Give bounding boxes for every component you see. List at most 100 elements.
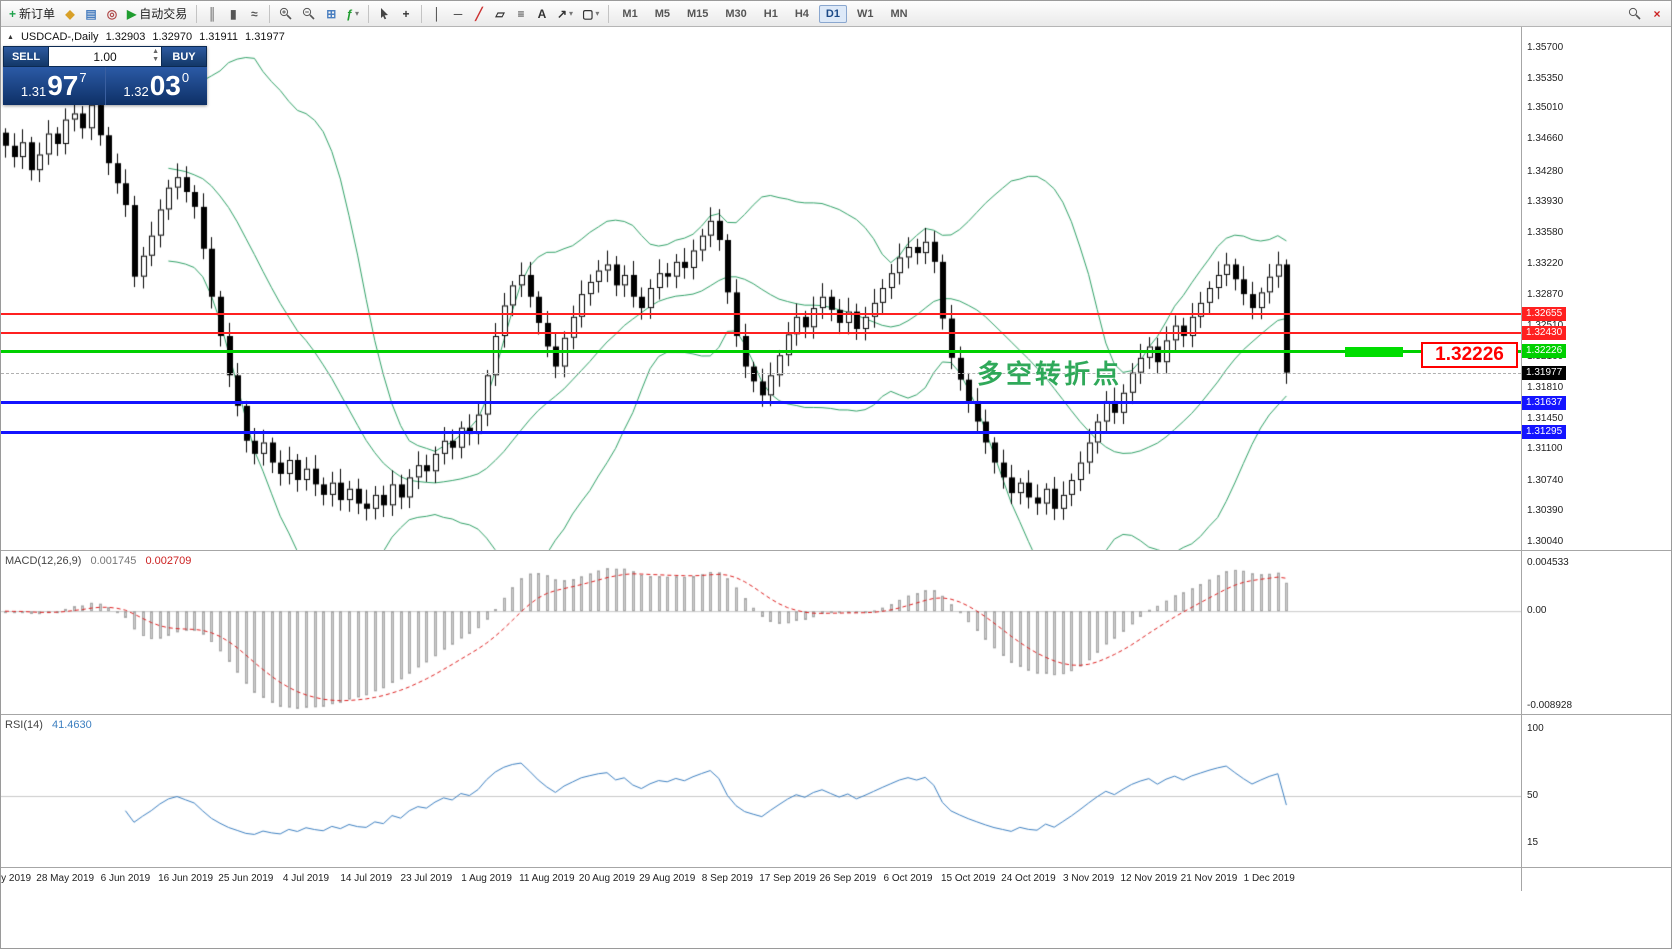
sell-price-big: 97	[47, 70, 79, 101]
timeframe-w1-button[interactable]: W1	[850, 5, 881, 23]
ohlc-close-value: 1.31977	[245, 31, 285, 43]
line-chart-icon: ≈	[250, 6, 258, 21]
timeframe-mn-button[interactable]: MN	[883, 5, 914, 23]
macd-indicator-label: MACD(12,26,9) 0.001745 0.002709	[5, 555, 191, 567]
zoom-out-icon	[303, 7, 315, 20]
highlight-segment-object[interactable]	[1345, 347, 1403, 357]
line-chart-type-button[interactable]: ≈	[244, 4, 264, 24]
timeframe-m15-button-label: M15	[686, 7, 709, 20]
vertical-line-tool-button[interactable]: │	[427, 4, 447, 24]
shapes-icon: ▢	[582, 6, 594, 21]
horizontal-line-tool-button[interactable]: ─	[448, 4, 468, 24]
buy-price-prefix: 1.32	[123, 84, 149, 99]
rsi-value: 41.4630	[51, 719, 92, 731]
zoom-out-button[interactable]	[298, 4, 320, 24]
chart-profile-button[interactable]: ◆	[60, 4, 80, 24]
volume-spinner[interactable]: ▲ ▼	[152, 48, 159, 64]
ohlc-open-value: 1.32903	[105, 31, 146, 43]
spinner-up-icon[interactable]: ▲	[152, 48, 159, 55]
fibonacci-tool-button[interactable]: ≡	[511, 4, 531, 24]
rsi-indicator-label: RSI(14) 41.4630	[5, 719, 92, 731]
toolbar: + 新订单 ◆ ▤ ◎ ▶ 自动交易 ║ ▮ ≈ ⊞ ƒ ▾ + │ ─ ╱ ▱ ≡ A ↗ ▾ ▢ ▾ M1 M5 M15 M30 H…	[1, 1, 1671, 27]
arrows-tool-button[interactable]: ↗ ▾	[553, 4, 577, 24]
timeframe-h1-button[interactable]: H1	[757, 5, 785, 23]
timeframe-m30-button-label: M30	[725, 7, 747, 20]
volume-value: 1.00	[93, 49, 117, 64]
crosshair-tool-button[interactable]: +	[396, 4, 416, 24]
indicators-button[interactable]: ƒ ▾	[342, 4, 363, 24]
timeframe-h1-button-label: H1	[763, 7, 778, 20]
text-icon: A	[537, 6, 547, 21]
shapes-tool-button[interactable]: ▢ ▾	[578, 4, 603, 24]
sell-price-prefix: 1.31	[20, 84, 47, 99]
sell-button[interactable]: SELL	[3, 46, 49, 67]
toolbar-divider	[196, 4, 198, 23]
spinner-down-icon[interactable]: ▼	[152, 56, 159, 63]
panel-splitter-macd[interactable]	[1, 550, 1671, 551]
macd-name: MACD(12,26,9)	[5, 555, 82, 567]
timeframe-h4-button[interactable]: H4	[788, 5, 816, 23]
dropdown-arrow-icon: ▾	[569, 9, 574, 18]
terminal-icon: ▤	[85, 6, 97, 21]
timeframe-w1-button-label: W1	[856, 7, 874, 20]
crosshair-icon: +	[402, 6, 410, 21]
macd-value-1: 0.001745	[90, 555, 137, 567]
collapse-arrow-icon[interactable]: ▲	[7, 33, 14, 41]
trendline-tool-button[interactable]: ╱	[469, 4, 489, 24]
timeframe-m15-button[interactable]: M15	[680, 5, 715, 23]
buy-price-big: 03	[149, 70, 181, 101]
vertical-line-icon: │	[433, 6, 441, 21]
strategy-tester-button[interactable]: ◎	[102, 4, 122, 24]
volume-input[interactable]: 1.00 ▲ ▼	[49, 46, 161, 67]
profile-icon: ◆	[65, 6, 75, 21]
date-axis-border	[1, 867, 1671, 868]
timeframe-d1-button[interactable]: D1	[818, 4, 847, 23]
timeframe-m5-button[interactable]: M5	[648, 5, 677, 23]
zoom-in-button[interactable]	[275, 4, 297, 24]
buy-button[interactable]: BUY	[161, 46, 207, 67]
terminal-button[interactable]: ▤	[81, 4, 101, 24]
sell-price-panel[interactable]: 1.31 97 7	[3, 67, 106, 105]
buy-price-panel[interactable]: 1.32 03 0	[106, 67, 208, 105]
timeframe-h4-button-label: H4	[794, 7, 809, 20]
candlestick-chart-type-button[interactable]: ▮	[223, 4, 243, 24]
tile-windows-icon: ⊞	[326, 6, 337, 21]
new-order-button-label: 新订单	[19, 7, 56, 21]
new-order-icon: +	[9, 6, 17, 21]
autotrading-button[interactable]: ▶ 自动交易	[123, 4, 191, 24]
search-button[interactable]	[1624, 4, 1646, 24]
text-tool-button[interactable]: A	[532, 4, 552, 24]
close-button[interactable]: ×	[1647, 4, 1667, 24]
zoom-in-icon	[280, 7, 292, 20]
autotrading-button-label: 自动交易	[139, 7, 188, 21]
price-chart-canvas[interactable]	[1, 27, 1521, 868]
bar-chart-type-button[interactable]: ║	[202, 4, 222, 24]
date-axis[interactable]	[1, 868, 1521, 892]
tester-icon: ◎	[106, 6, 118, 21]
toolbar-divider	[367, 4, 369, 23]
price-callout-box[interactable]: 1.32226	[1421, 342, 1518, 368]
cursor-icon	[380, 8, 388, 20]
candlestick-chart-icon: ▮	[229, 6, 237, 21]
cursor-tool-button[interactable]	[374, 4, 395, 24]
timeframe-m1-button[interactable]: M1	[615, 5, 644, 23]
ohlc-low-value: 1.31911	[199, 31, 239, 43]
rsi-name: RSI(14)	[5, 719, 43, 731]
symbol-period-label: USDCAD-,Daily	[20, 31, 99, 43]
channel-tool-button[interactable]: ▱	[490, 4, 510, 24]
timeframe-m5-button-label: M5	[654, 7, 670, 20]
tile-windows-button[interactable]: ⊞	[321, 4, 341, 24]
price-axis[interactable]	[1522, 27, 1671, 867]
bar-chart-icon: ║	[208, 6, 217, 21]
trendline-icon: ╱	[475, 6, 483, 21]
chart-annotation-text[interactable]: 多空转折点	[977, 359, 1123, 389]
panel-splitter-rsi[interactable]	[1, 714, 1671, 715]
timeframe-m30-button[interactable]: M30	[718, 5, 753, 23]
toolbar-divider	[269, 4, 271, 23]
horizontal-line-icon: ─	[453, 6, 463, 21]
close-icon: ×	[1653, 6, 1661, 21]
new-order-button[interactable]: + 新订单	[5, 4, 59, 24]
chart-title-row: ▲ USDCAD-,Daily 1.32903 1.32970 1.31911 …	[7, 31, 285, 43]
one-click-trading-panel: SELL 1.00 ▲ ▼ BUY 1.31 97 7 1.32	[3, 46, 207, 105]
